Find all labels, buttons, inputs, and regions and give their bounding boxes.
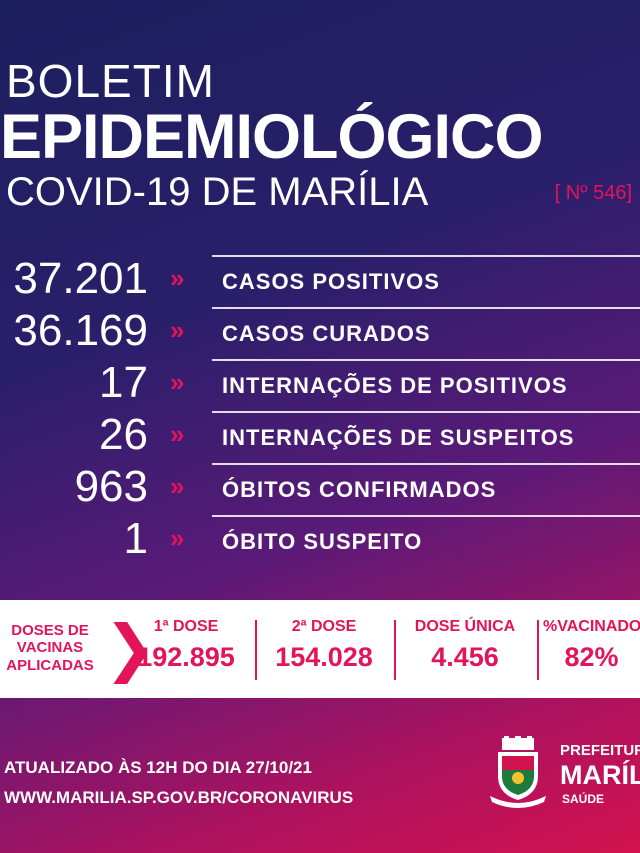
divider-line bbox=[212, 411, 640, 413]
divider bbox=[537, 620, 539, 680]
city-crest-icon bbox=[490, 736, 546, 808]
edition-number: [ Nº 546] bbox=[554, 182, 632, 204]
stat-label: INTERNAÇÕES DE POSITIVOS bbox=[222, 373, 568, 398]
stat-label: CASOS CURADOS bbox=[222, 321, 431, 346]
dose1-block: 1ª DOSE 192.895 bbox=[122, 618, 250, 673]
website-link[interactable]: WWW.MARILIA.SP.GOV.BR/CORONAVIRUS bbox=[4, 788, 353, 808]
stat-label: ÓBITOS CONFIRMADOS bbox=[222, 477, 497, 502]
marilia-label: MARÍLIA bbox=[560, 760, 640, 790]
divider-line bbox=[212, 515, 640, 517]
title-boletim: BOLETIM bbox=[6, 55, 215, 107]
dose1-value: 192.895 bbox=[137, 642, 235, 672]
divider-line bbox=[212, 463, 640, 465]
double-chevron-icon: » bbox=[170, 367, 185, 397]
stat-row-obito-suspeito: 1 » ÓBITO SUSPEITO bbox=[0, 515, 640, 567]
vaccine-intro-line1: DOSES DE bbox=[11, 622, 89, 639]
single-dose-label: DOSE ÚNICA bbox=[414, 618, 516, 635]
prefeitura-label: PREFEITURA bbox=[560, 742, 640, 759]
right-bracket-icon: ❯ bbox=[104, 614, 156, 683]
percent-block: %VACINADOS 82% bbox=[543, 618, 640, 673]
vaccine-panel: DOSES DE VACINAS APLICADAS ❯ 1ª DOSE 192… bbox=[0, 600, 640, 698]
stat-value: 26 bbox=[99, 410, 148, 459]
percent-value: 82% bbox=[564, 642, 619, 672]
divider-line bbox=[212, 255, 640, 257]
stat-value: 17 bbox=[99, 358, 148, 407]
stat-value: 1 bbox=[123, 514, 148, 563]
stat-row-obitos-confirmados: 963 » ÓBITOS CONFIRMADOS bbox=[0, 463, 640, 515]
single-dose-value: 4.456 bbox=[431, 642, 499, 672]
stat-row-internacoes-suspeitos: 26 » INTERNAÇÕES DE SUSPEITOS bbox=[0, 411, 640, 463]
saude-label: SAÚDE bbox=[562, 792, 605, 806]
url-prefix: WWW.MARILIA.SP.GOV.BR/ bbox=[4, 788, 227, 807]
stat-value: 37.201 bbox=[13, 254, 148, 303]
stat-label: ÓBITO SUSPEITO bbox=[222, 529, 423, 554]
double-chevron-icon: » bbox=[170, 315, 185, 345]
divider bbox=[394, 620, 396, 680]
stat-value: 963 bbox=[74, 462, 148, 511]
stat-row-casos-curados: 36.169 » CASOS CURADOS bbox=[0, 307, 640, 359]
vaccine-intro-line2: VACINAS bbox=[16, 639, 84, 657]
update-notice: ATUALIZADO ÀS 12H DO DIA 27/10/21 bbox=[4, 758, 312, 777]
single-dose-block: DOSE ÚNICA 4.456 bbox=[400, 618, 530, 673]
divider-line bbox=[212, 307, 640, 309]
stat-label: CASOS POSITIVOS bbox=[222, 269, 440, 294]
stat-value: 36.169 bbox=[13, 306, 148, 355]
divider bbox=[255, 620, 257, 680]
title-epidemiologico: EPIDEMIOLÓGICO bbox=[0, 102, 544, 172]
title-covid-marilia: COVID-19 DE MARÍLIA bbox=[6, 170, 429, 214]
dose2-value: 154.028 bbox=[275, 642, 373, 672]
double-chevron-icon: » bbox=[170, 419, 185, 449]
url-suffix: CORONAVIRUS bbox=[226, 788, 354, 807]
double-chevron-icon: » bbox=[170, 523, 185, 553]
divider-line bbox=[212, 359, 640, 361]
double-chevron-icon: » bbox=[170, 471, 185, 501]
dose2-block: 2ª DOSE 154.028 bbox=[260, 618, 388, 673]
stat-label: INTERNAÇÕES DE SUSPEITOS bbox=[222, 425, 575, 450]
stat-row-casos-positivos: 37.201 » CASOS POSITIVOS bbox=[0, 255, 640, 307]
dose1-label: 1ª DOSE bbox=[153, 618, 219, 635]
double-chevron-icon: » bbox=[170, 263, 185, 293]
vaccine-intro: DOSES DE VACINAS APLICADAS bbox=[0, 622, 100, 674]
dose2-label: 2ª DOSE bbox=[291, 618, 357, 635]
stat-row-internacoes-positivos: 17 » INTERNAÇÕES DE POSITIVOS bbox=[0, 359, 640, 411]
vaccine-intro-line3: APLICADAS bbox=[6, 656, 94, 674]
percent-label: %VACINADOS bbox=[543, 618, 640, 635]
